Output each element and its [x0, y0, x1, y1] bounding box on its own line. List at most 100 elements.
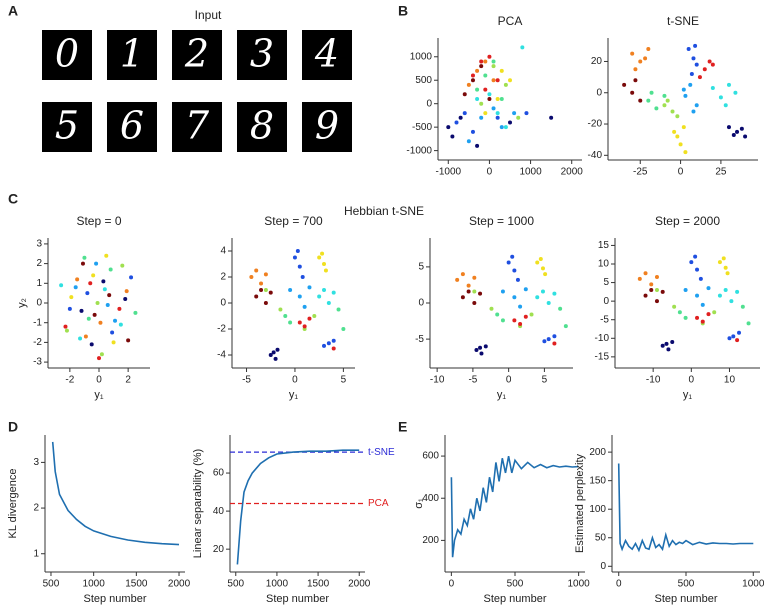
y-axis-label: Estimated perplexity [574, 453, 586, 553]
x-axis-label: y₁ [497, 389, 507, 401]
point [118, 322, 123, 327]
point [450, 134, 455, 139]
point [643, 293, 648, 298]
chart-title: Step = 700 [264, 214, 323, 228]
point [693, 43, 698, 48]
y-tick-label: -2 [217, 324, 226, 335]
point [317, 294, 322, 299]
point [489, 306, 494, 311]
point [508, 78, 512, 83]
digit-image [107, 30, 157, 80]
x-tick-label: 1500 [125, 579, 148, 590]
point [515, 277, 520, 282]
y-tick-label: 60 [213, 468, 225, 479]
point [479, 64, 484, 69]
point [487, 97, 492, 101]
y-tick-label: 20 [213, 544, 225, 555]
digit-image [172, 102, 222, 152]
point [331, 290, 336, 295]
point [660, 289, 665, 294]
point [646, 98, 651, 103]
point [491, 59, 496, 64]
point [98, 320, 103, 325]
point [503, 82, 508, 87]
x-axis-label: y₁ [683, 389, 693, 401]
point [275, 347, 280, 352]
point [737, 330, 742, 335]
x-tick-label: 2000 [168, 579, 191, 590]
point [495, 78, 500, 83]
point [633, 67, 638, 72]
x-tick-label: -10 [646, 375, 661, 386]
y-tick-label: -15 [595, 351, 610, 362]
point [268, 353, 273, 357]
point [665, 98, 670, 103]
y-tick-label: 600 [422, 451, 439, 462]
point [297, 294, 302, 299]
point [307, 285, 312, 290]
point [69, 295, 74, 300]
point [322, 343, 327, 348]
point [512, 268, 517, 273]
point [535, 260, 540, 265]
y-tick-label: 2 [36, 258, 42, 269]
point [638, 98, 643, 103]
point [63, 324, 68, 329]
point [129, 275, 134, 280]
point [729, 299, 734, 304]
panel-label: C [8, 191, 18, 207]
point [268, 290, 273, 295]
point [472, 289, 477, 294]
digit-image [302, 30, 352, 80]
y-tick-label: -3 [33, 357, 42, 368]
y-tick-label: 5 [418, 262, 424, 273]
point [292, 255, 297, 260]
y-axis-label: Linear separability (%) [192, 449, 204, 558]
point [633, 78, 638, 83]
point [83, 334, 88, 339]
data-line [450, 455, 579, 558]
point [133, 310, 138, 315]
x-tick-label: 10 [724, 375, 736, 386]
x-tick-label: 1000 [266, 579, 289, 590]
point [723, 288, 728, 292]
point [341, 327, 346, 331]
point [735, 338, 740, 343]
digit-image [237, 102, 287, 152]
chart-title: Step = 1000 [469, 214, 534, 228]
point [104, 253, 109, 258]
point [691, 109, 696, 114]
x-axis-label: y₁ [289, 389, 299, 401]
digit: 7 [185, 104, 210, 148]
y-tick-label: -20 [588, 119, 603, 130]
point [97, 356, 101, 361]
point [543, 272, 548, 277]
point [746, 321, 751, 326]
point [683, 288, 688, 292]
point [743, 134, 748, 139]
y-tick-label: 10 [598, 259, 610, 270]
point [689, 71, 694, 76]
x-tick-label: 0 [96, 375, 102, 386]
y-tick-label: 1000 [410, 51, 433, 62]
point [117, 306, 122, 311]
x-tick-label: 5 [542, 375, 548, 386]
y-tick-label: -10 [595, 333, 610, 344]
point [508, 120, 512, 125]
point [662, 93, 667, 98]
x-tick-label: 0 [449, 579, 455, 590]
point [312, 314, 317, 318]
x-tick-label: 0 [616, 579, 622, 590]
point [672, 129, 677, 134]
point [479, 351, 484, 356]
point [254, 294, 259, 299]
point [672, 304, 677, 309]
x-tick-label: 500 [507, 579, 524, 590]
point [677, 310, 682, 315]
point [520, 45, 525, 50]
x-axis-label: Step number [84, 593, 147, 605]
point [82, 255, 87, 260]
y-tick-label: 100 [589, 504, 606, 515]
point [670, 109, 675, 114]
y-tick-label: 0 [418, 298, 424, 309]
